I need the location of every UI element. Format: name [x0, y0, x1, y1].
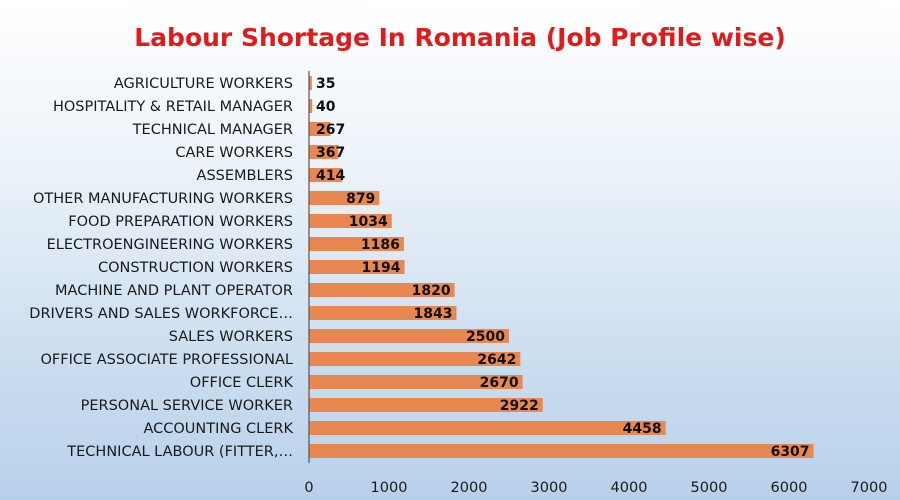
data-label: 879 [346, 191, 375, 207]
data-label: 40 [316, 99, 336, 115]
category-label: PERSONAL SERVICE WORKER [81, 398, 293, 414]
data-label: 4458 [623, 421, 662, 437]
category-label: MACHINE AND PLANT OPERATOR [55, 283, 293, 299]
bar [309, 168, 343, 182]
category-label: CARE WORKERS [175, 145, 293, 161]
bar [309, 145, 339, 159]
bar [309, 99, 313, 113]
category-label: AGRICULTURE WORKERS [114, 76, 293, 92]
data-label: 367 [316, 145, 345, 161]
category-labels: AGRICULTURE WORKERS HOSPITALITY & RETAIL … [29, 76, 293, 460]
data-label: 414 [316, 168, 345, 184]
category-label: DRIVERS AND SALES WORKFORCE… [29, 306, 293, 322]
data-label: 2922 [500, 398, 539, 414]
data-label: 1820 [412, 283, 451, 299]
bar [309, 76, 312, 90]
bar [309, 191, 380, 205]
x-axis-ticks: 0 1000 2000 3000 4000 5000 6000 7000 [304, 480, 887, 496]
category-label: ELECTROENGINEERING WORKERS [47, 237, 293, 253]
category-label: SALES WORKERS [169, 329, 293, 345]
bar [309, 375, 523, 389]
bar [309, 260, 405, 274]
bar [309, 398, 543, 412]
bar [309, 283, 455, 297]
bar [309, 214, 392, 228]
category-label: OTHER MANUFACTURING WORKERS [33, 191, 293, 207]
data-label: 6307 [771, 444, 810, 460]
bar [309, 352, 521, 366]
category-label: HOSPITALITY & RETAIL MANAGER [53, 99, 293, 115]
chart-title: Labour Shortage In Romania (Job Profile … [134, 23, 786, 52]
x-tick-label: 4000 [611, 480, 648, 496]
data-label: 2500 [466, 329, 505, 345]
x-tick-label: 2000 [451, 480, 488, 496]
category-label: ASSEMBLERS [197, 168, 293, 184]
category-label: OFFICE CLERK [190, 375, 294, 391]
category-label: TECHNICAL LABOUR (FITTER,… [66, 444, 293, 460]
x-tick-label: 3000 [531, 480, 568, 496]
x-tick-label: 6000 [771, 480, 808, 496]
x-tick-label: 1000 [371, 480, 408, 496]
category-label: FOOD PREPARATION WORKERS [68, 214, 293, 230]
category-label: TECHNICAL MANAGER [132, 122, 293, 138]
data-label: 2670 [480, 375, 519, 391]
data-label: 267 [316, 122, 345, 138]
bars-group [309, 76, 814, 458]
x-tick-label: 0 [304, 480, 313, 496]
data-label: 35 [316, 76, 335, 92]
data-label: 1034 [349, 214, 388, 230]
data-label: 1843 [413, 306, 452, 322]
bar [309, 237, 404, 251]
x-tick-label: 5000 [691, 480, 728, 496]
category-label: CONSTRUCTION WORKERS [98, 260, 293, 276]
data-label: 1186 [361, 237, 400, 253]
bar [309, 444, 814, 458]
bar [309, 306, 457, 320]
bar [309, 421, 666, 435]
x-tick-label: 7000 [851, 480, 888, 496]
data-label: 1194 [362, 260, 401, 276]
bar [309, 329, 509, 343]
category-label: OFFICE ASSOCIATE PROFESSIONAL [40, 352, 293, 368]
category-label: ACCOUNTING CLERK [143, 421, 293, 437]
data-label: 2642 [477, 352, 516, 368]
bar [309, 122, 331, 136]
